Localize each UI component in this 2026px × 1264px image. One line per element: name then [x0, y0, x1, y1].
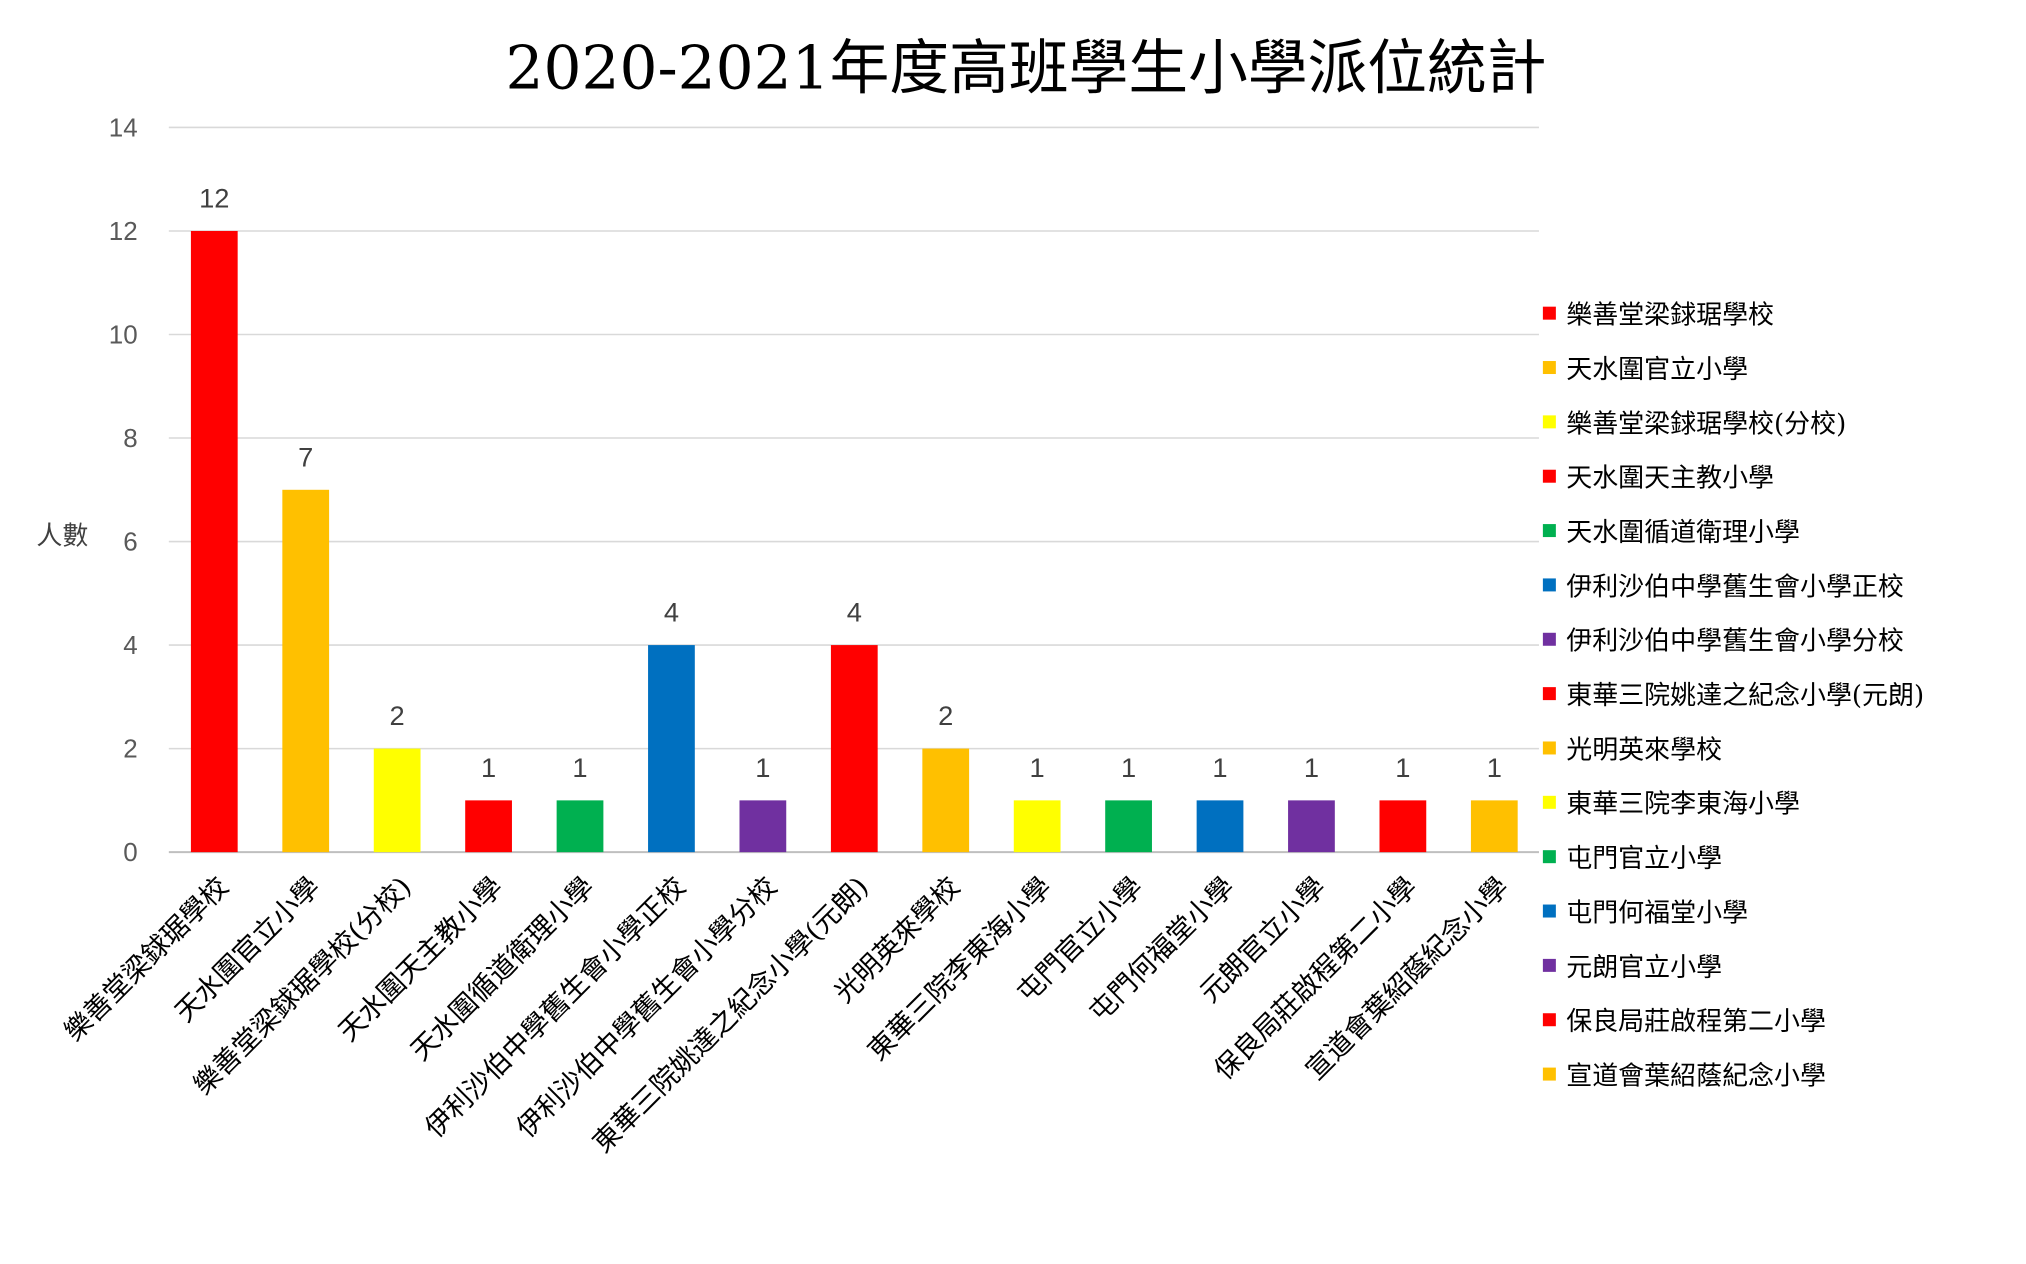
- legend-swatch: [1542, 469, 1556, 483]
- data-label: 1: [1487, 752, 1502, 783]
- legend-label: 樂善堂梁銶琚學校(分校): [1566, 409, 1846, 439]
- legend-label: 伊利沙伯中學舊生會小學分校: [1566, 627, 1904, 657]
- bar: [1470, 800, 1518, 853]
- data-label: 12: [199, 183, 229, 214]
- bar: [648, 645, 695, 853]
- x-tick-label: 天水圍天主教小學: [333, 872, 509, 1048]
- y-tick-label: 2: [123, 734, 137, 764]
- bar: [190, 230, 238, 853]
- legend-label: 天水圍天主教小學: [1566, 464, 1774, 494]
- bar: [1013, 800, 1061, 853]
- bar: [373, 748, 421, 853]
- x-tick-label: 樂善堂梁銶琚學校: [59, 872, 235, 1048]
- data-label: 1: [1304, 752, 1319, 783]
- bar: [830, 645, 878, 853]
- legend-label: 元朗官立小學: [1566, 953, 1722, 983]
- data-label: 4: [664, 597, 679, 628]
- data-label: 1: [1030, 752, 1045, 783]
- data-label: 1: [1212, 752, 1227, 783]
- legend-label: 天水圍官立小學: [1566, 355, 1748, 385]
- legend-swatch: [1542, 578, 1556, 592]
- legend-swatch: [1542, 632, 1556, 646]
- data-label: 1: [1121, 752, 1136, 783]
- legend-swatch: [1542, 904, 1556, 918]
- chart-title: 2020-2021年度高班學生小學派位統計: [505, 34, 1546, 103]
- y-tick-label: 0: [123, 837, 137, 867]
- bar: [282, 489, 330, 853]
- legend-label: 東華三院姚達之紀念小學(元朗): [1566, 681, 1924, 711]
- y-tick-label: 12: [109, 216, 138, 246]
- legend-label: 宣道會葉紹蔭紀念小學: [1566, 1061, 1826, 1091]
- data-label: 1: [755, 752, 770, 783]
- y-tick-label: 4: [123, 630, 137, 660]
- data-label: 2: [938, 700, 953, 731]
- legend-swatch: [1542, 1013, 1556, 1027]
- data-label: 1: [572, 752, 587, 783]
- legend-swatch: [1542, 361, 1556, 375]
- legend-label: 伊利沙伯中學舊生會小學正校: [1566, 572, 1904, 602]
- legend-swatch: [1542, 524, 1556, 538]
- y-tick-label: 8: [123, 423, 137, 453]
- legend-label: 屯門何福堂小學: [1566, 898, 1748, 928]
- legend-swatch: [1542, 1067, 1556, 1081]
- legend-label: 東華三院李東海小學: [1566, 790, 1800, 820]
- legend-swatch: [1542, 850, 1556, 864]
- legend-swatch: [1542, 306, 1556, 320]
- bar: [1196, 800, 1244, 853]
- bar: [465, 800, 512, 853]
- bar: [1105, 800, 1152, 853]
- legend-label: 屯門官立小學: [1566, 844, 1722, 874]
- legend-swatch: [1542, 958, 1556, 972]
- y-tick-label: 6: [123, 527, 137, 557]
- data-label: 4: [847, 597, 862, 628]
- legend-label: 光明英來學校: [1566, 735, 1722, 765]
- data-label: 7: [298, 441, 313, 472]
- legend-swatch: [1542, 741, 1556, 755]
- data-label: 1: [481, 752, 496, 783]
- bar: [1288, 800, 1335, 853]
- legend-swatch: [1542, 687, 1556, 701]
- legend-label: 樂善堂梁銶琚學校: [1566, 301, 1774, 331]
- y-tick-label: 10: [109, 320, 138, 350]
- bar: [556, 800, 604, 853]
- y-tick-label: 14: [109, 113, 138, 143]
- legend-label: 保良局莊啟程第二小學: [1566, 1007, 1826, 1037]
- bars-group: 12樂善堂梁銶琚學校7天水圍官立小學2樂善堂梁銶琚學校(分校)1天水圍天主教小學…: [59, 183, 1518, 1159]
- bar: [922, 748, 970, 853]
- data-label: 1: [1395, 752, 1410, 783]
- bar: [739, 800, 787, 853]
- data-label: 2: [390, 700, 405, 731]
- legend-swatch: [1542, 415, 1556, 429]
- legend-label: 天水圍循道衛理小學: [1566, 518, 1800, 548]
- legend-swatch: [1542, 795, 1556, 809]
- bar: [1379, 800, 1427, 853]
- y-axis-label: 人數: [36, 521, 88, 551]
